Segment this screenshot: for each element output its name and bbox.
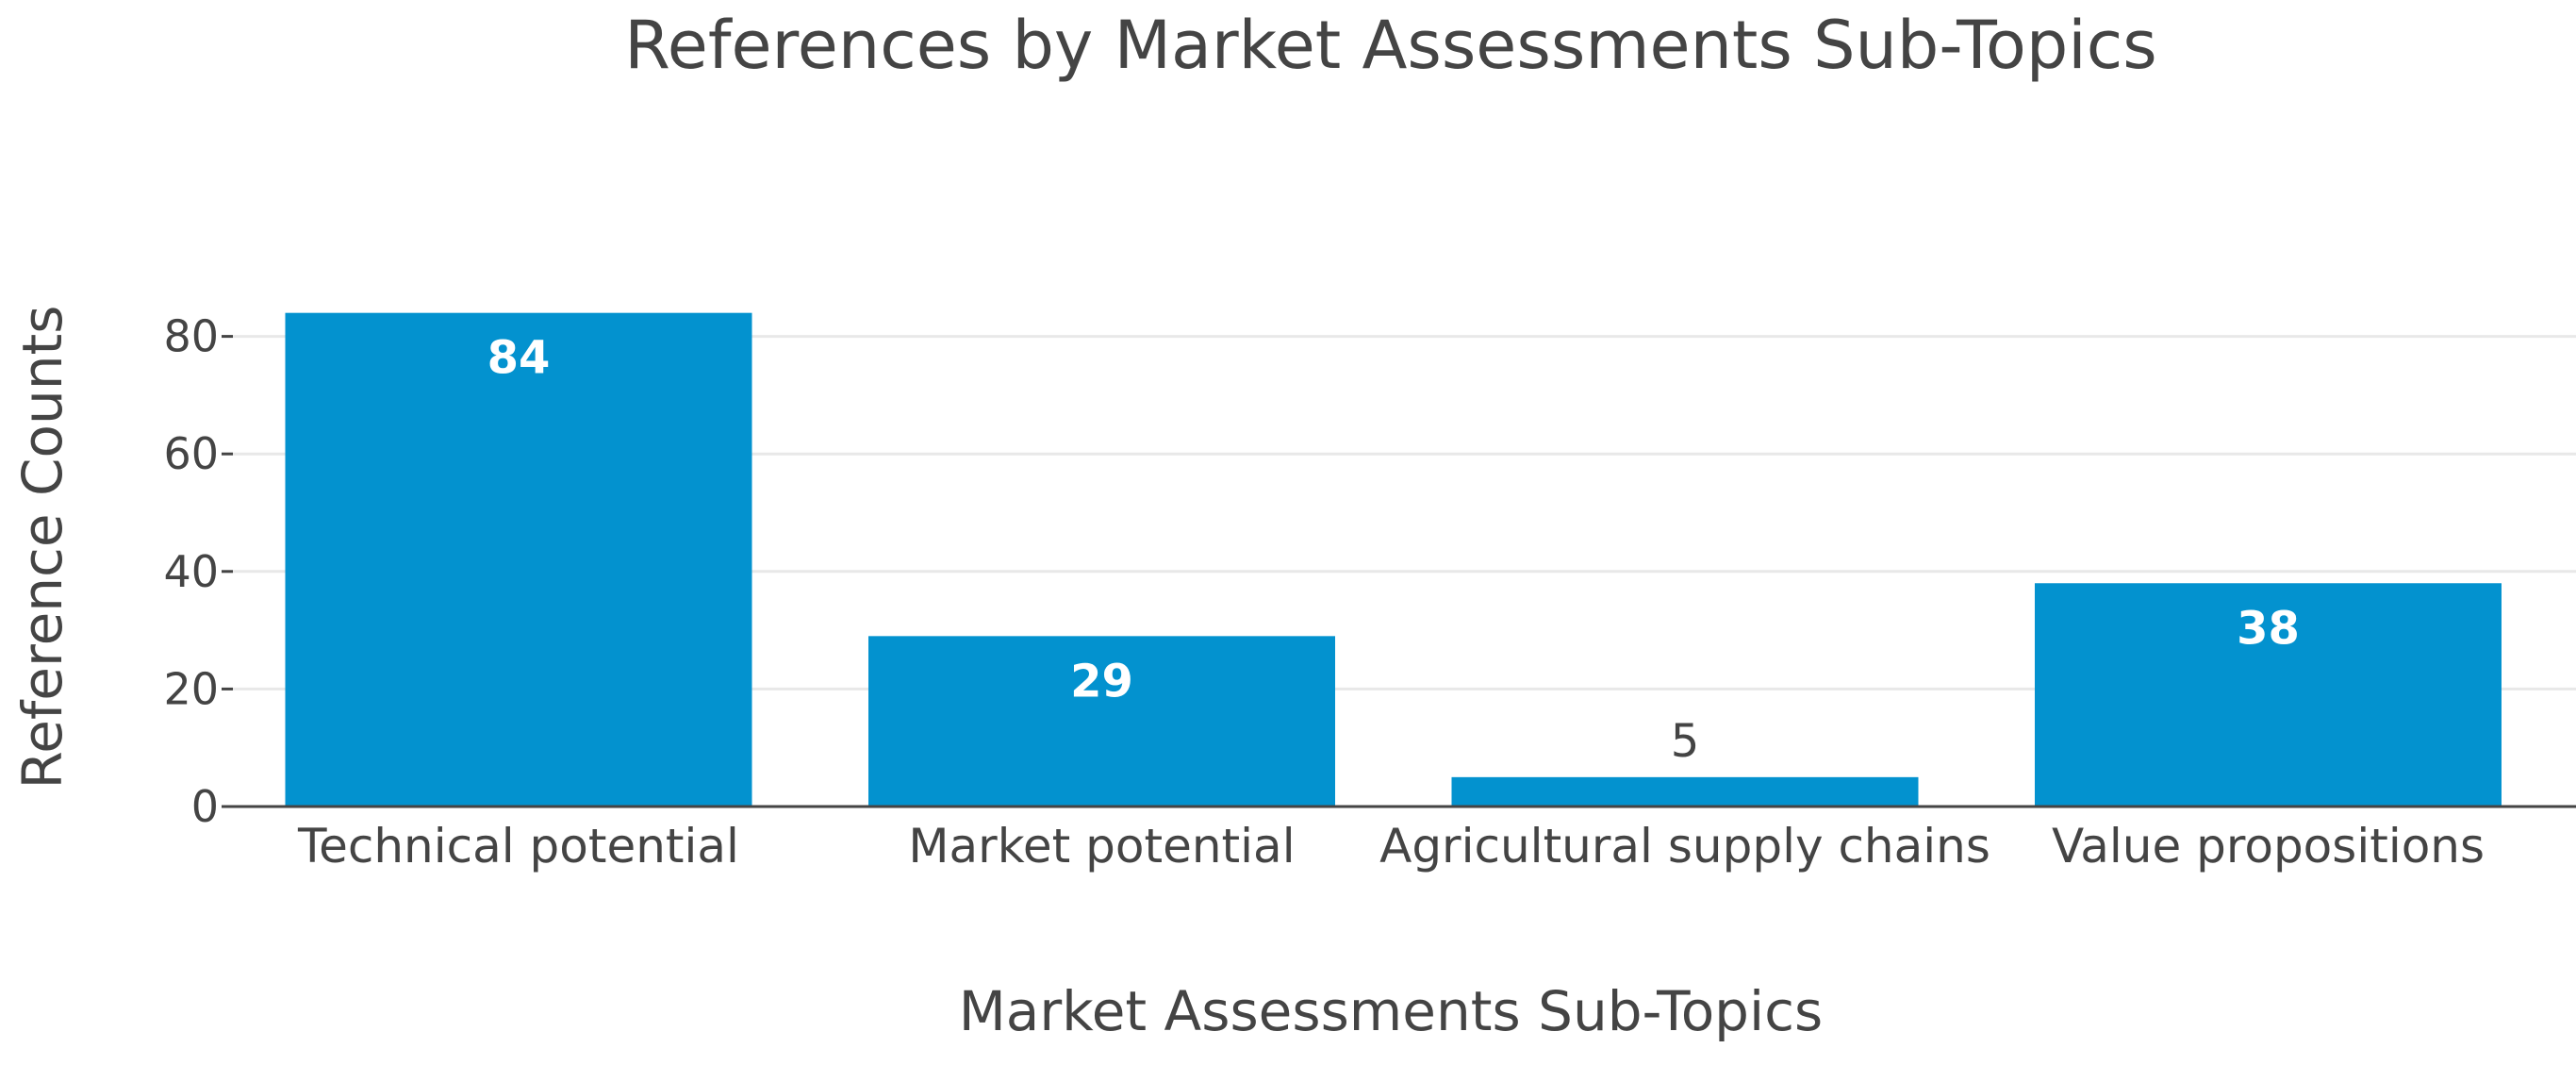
x-tick-label: Agricultural supply chains	[1379, 819, 1990, 874]
y-tick-label: 40	[163, 546, 219, 597]
y-tick-label: 0	[191, 781, 219, 832]
bar-value-label: 84	[487, 332, 551, 385]
bar-labels: 84 29 5 38	[487, 332, 2300, 768]
bar	[1451, 776, 1919, 807]
bar-value-label: 29	[1070, 655, 1133, 707]
bar-value-label: 5	[1671, 715, 1700, 768]
x-tick-label: Technical potential	[297, 819, 739, 874]
y-tick-label: 20	[163, 663, 219, 714]
bars	[285, 312, 2502, 807]
y-axis-ticks: 0 20 40 60 80	[163, 311, 233, 832]
bar	[285, 312, 752, 807]
bar	[2035, 583, 2502, 807]
x-axis-tick-labels: Technical potential Market potential Agric…	[297, 819, 2485, 874]
y-axis-title: Reference Counts	[10, 306, 74, 790]
bar-value-label: 38	[2237, 602, 2300, 655]
x-axis-title: Market Assessments Sub-Topics	[959, 979, 1823, 1043]
y-tick-label: 60	[163, 428, 219, 479]
x-tick-label: Market potential	[908, 819, 1295, 874]
x-tick-label: Value propositions	[2052, 819, 2485, 874]
chart-title: References by Market Assessments Sub-Top…	[624, 7, 2156, 84]
bar	[868, 636, 1335, 807]
y-tick-label: 80	[163, 311, 219, 362]
